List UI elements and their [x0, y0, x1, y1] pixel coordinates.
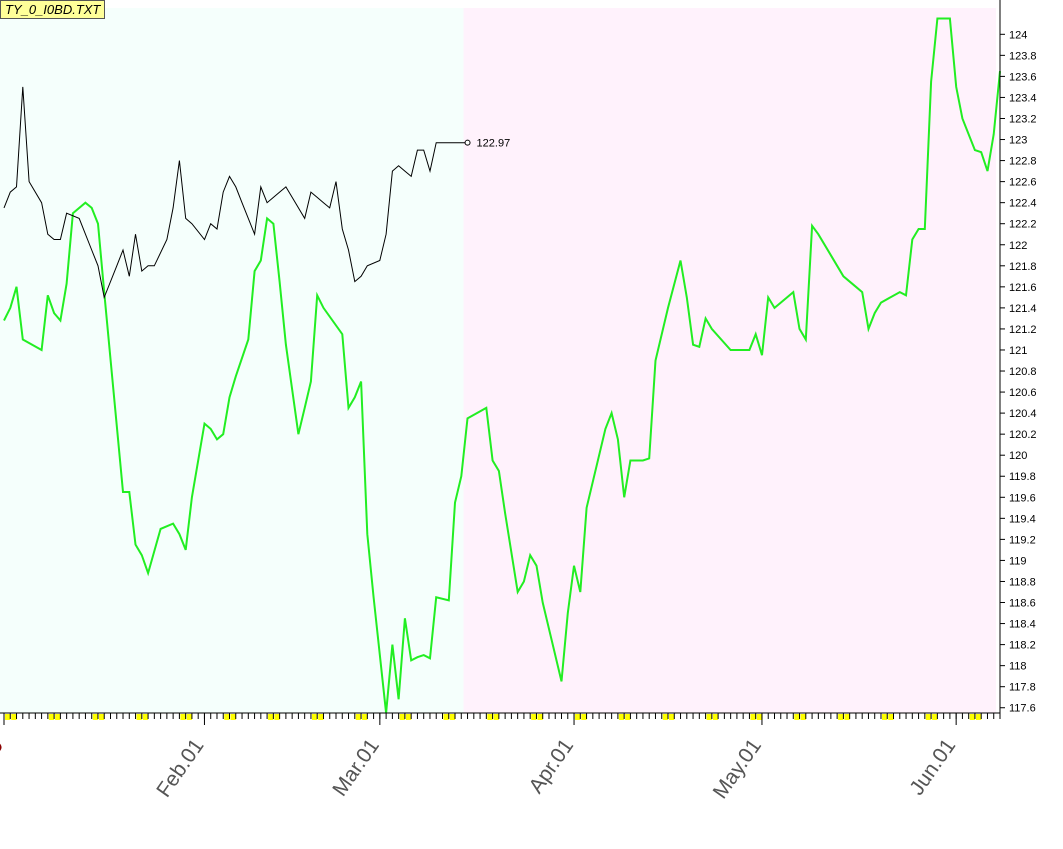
x-tick-label: Jun.01	[905, 735, 960, 800]
weekend-marker	[98, 714, 105, 720]
y-tick-label: 121.4	[1009, 303, 1037, 315]
weekend-marker	[712, 714, 719, 720]
weekend-marker	[443, 714, 449, 720]
weekend-marker	[756, 714, 762, 720]
y-axis: 124 123.8 123.6 123.4 123.2 123 122.8 122.6 122.…	[999, 0, 1037, 715]
y-tick-label: 122.2	[1009, 219, 1037, 231]
background-regions	[0, 8, 996, 713]
y-tick-label: 123	[1009, 135, 1027, 147]
y-tick-label: 118	[1009, 661, 1027, 673]
x-tick-label: Apr.01	[524, 735, 578, 798]
chart-title: TY_0_I0BD.TXT	[0, 0, 106, 19]
weekend-marker	[224, 714, 230, 720]
y-tick-label: 117.8	[1009, 682, 1036, 694]
x-tick-label: Feb.01	[152, 735, 208, 802]
weekend-marker	[318, 714, 324, 720]
y-tick-label: 121.8	[1009, 261, 1037, 273]
weekend-marker	[11, 714, 17, 720]
weekend-marker	[136, 714, 142, 720]
y-tick-label: 120.8	[1009, 366, 1037, 378]
y-tick-label: 118.4	[1009, 619, 1036, 631]
weekend-marker	[362, 714, 368, 720]
weekend-marker	[399, 714, 405, 720]
weekend-marker	[142, 714, 149, 720]
series-line-green	[3, 17, 1001, 714]
weekend-marker	[575, 714, 581, 720]
weekend-marker	[750, 714, 756, 720]
weekend-marker	[55, 714, 61, 720]
weekend-marker	[274, 714, 280, 720]
weekend-marker	[449, 714, 456, 720]
y-tick-label: 122.6	[1009, 177, 1037, 189]
weekend-marker	[92, 714, 98, 720]
weekend-marker	[975, 714, 982, 720]
y-tick-label: 118.8	[1009, 576, 1036, 588]
weekend-marker	[355, 714, 362, 720]
y-tick-label: 119.2	[1009, 534, 1036, 546]
weekend-marker	[838, 714, 844, 720]
y-tick-label: 122.8	[1009, 156, 1037, 168]
weekend-marker	[581, 714, 587, 720]
y-tick-label: 120	[1009, 450, 1027, 462]
weekend-marker	[311, 714, 318, 720]
y-tick-label: 119	[1009, 555, 1027, 567]
y-tick-label: 117.6	[1009, 703, 1036, 715]
last-value-label: 122.97	[477, 138, 511, 150]
weekend-marker	[230, 714, 236, 720]
y-tick-label: 120.4	[1009, 408, 1037, 420]
y-tick-label: 119.4	[1009, 513, 1036, 525]
y-tick-label: 123.6	[1009, 71, 1037, 83]
y-tick-label: 121.2	[1009, 324, 1037, 336]
y-tick-label: 122	[1009, 240, 1027, 252]
series-line-black	[3, 86, 468, 300]
weekend-marker	[48, 714, 55, 720]
y-tick-label: 119.6	[1009, 492, 1036, 504]
x-axis: 19 Feb.01 Mar.01 Apr.01 May.01 Jun.01	[0, 712, 1001, 803]
weekend-marker	[969, 714, 975, 720]
y-tick-label: 123.8	[1009, 50, 1037, 62]
weekend-marker	[180, 714, 186, 720]
weekend-marker	[925, 714, 932, 720]
background-region	[0, 8, 468, 713]
y-tick-label: 120.2	[1009, 429, 1037, 441]
weekend-marker	[618, 714, 625, 720]
y-tick-label: 124	[1009, 29, 1027, 41]
weekend-marker	[268, 714, 274, 720]
weekend-marker	[844, 714, 850, 720]
last-value-marker	[464, 139, 471, 146]
weekend-marker	[932, 714, 938, 720]
series-layer: 122.97	[3, 17, 1001, 714]
y-tick-label: 118.2	[1009, 640, 1036, 652]
weekend-marker	[662, 714, 668, 720]
y-tick-label: 120.6	[1009, 387, 1037, 399]
y-tick-label: 119.8	[1009, 471, 1036, 483]
weekend-marker	[5, 714, 11, 720]
x-tick-label: Mar.01	[328, 735, 384, 801]
weekend-marker	[669, 714, 675, 720]
y-tick-label: 123.2	[1009, 113, 1037, 125]
y-tick-label: 122.4	[1009, 198, 1037, 210]
y-tick-label: 121	[1009, 345, 1027, 357]
x-tick-label: 19	[0, 735, 8, 767]
weekend-marker	[888, 714, 894, 720]
y-tick-label: 118.6	[1009, 598, 1036, 610]
weekend-marker	[800, 714, 806, 720]
weekend-marker	[706, 714, 712, 720]
weekend-marker	[186, 714, 192, 720]
weekend-marker	[487, 714, 493, 720]
weekend-marker	[531, 714, 537, 720]
weekend-marker	[405, 714, 412, 720]
y-tick-label: 121.6	[1009, 282, 1037, 294]
x-tick-label: May.01	[709, 735, 766, 803]
weekend-marker	[625, 714, 631, 720]
weekend-marker	[537, 714, 543, 720]
background-region	[463, 8, 996, 713]
weekend-marker	[881, 714, 888, 720]
y-tick-label: 123.4	[1009, 92, 1037, 104]
weekend-marker	[794, 714, 800, 720]
weekend-marker	[493, 714, 499, 720]
